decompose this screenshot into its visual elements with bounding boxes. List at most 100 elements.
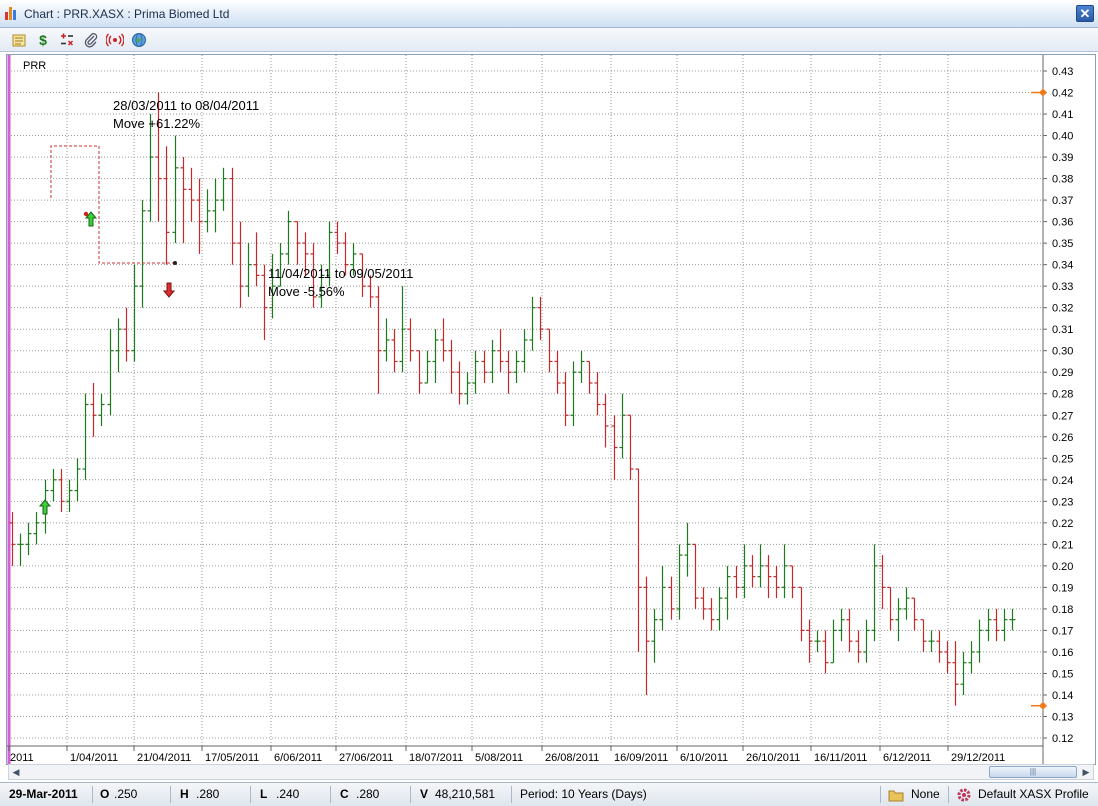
ohlc-bar[interactable] (17, 533, 24, 566)
ohlc-bar[interactable] (407, 318, 414, 362)
broadcast-icon[interactable] (106, 31, 124, 49)
ohlc-bar[interactable] (570, 361, 577, 427)
ohlc-bar[interactable] (830, 619, 837, 664)
ohlc-bar[interactable] (220, 167, 227, 211)
ohlc-bar[interactable] (310, 243, 317, 308)
ohlc-bar[interactable] (627, 414, 634, 480)
none-label[interactable]: None (911, 787, 940, 801)
ohlc-bar[interactable] (302, 232, 309, 276)
ohlc-bar[interactable] (294, 221, 301, 265)
ohlc-bar[interactable] (229, 167, 236, 265)
ohlc-bar[interactable] (204, 189, 211, 233)
ohlc-bar[interactable] (692, 543, 699, 609)
ohlc-bar[interactable] (123, 307, 130, 362)
ohlc-bar[interactable] (74, 458, 81, 502)
ohlc-bar[interactable] (472, 350, 479, 394)
ohlc-bar[interactable] (424, 350, 431, 384)
ohlc-bar[interactable] (269, 253, 276, 319)
ohlc-bar[interactable] (578, 350, 585, 383)
ohlc-bar[interactable] (505, 350, 512, 394)
ohlc-bar[interactable] (25, 522, 32, 556)
ohlc-bar[interactable] (814, 630, 821, 652)
ohlc-bar[interactable] (513, 350, 520, 383)
ohlc-bar[interactable] (440, 318, 447, 362)
ohlc-bar[interactable] (82, 393, 89, 480)
ohlc-bar[interactable] (846, 608, 853, 652)
ohlc-bar[interactable] (58, 469, 65, 513)
ohlc-bar[interactable] (773, 565, 780, 599)
ohlc-bar[interactable] (359, 253, 366, 297)
calculator-icon[interactable] (58, 31, 76, 49)
ohlc-bar[interactable] (952, 641, 959, 706)
ohlc-bar[interactable] (285, 210, 292, 265)
ohlc-bar[interactable] (350, 243, 357, 276)
ohlc-bar[interactable] (497, 329, 504, 373)
ohlc-bar[interactable] (342, 232, 349, 276)
ohlc-bar[interactable] (448, 339, 455, 394)
ohlc-bar[interactable] (871, 544, 878, 642)
ohlc-bar[interactable] (619, 393, 626, 459)
ohlc-bar[interactable] (188, 167, 195, 222)
ohlc-bar[interactable] (147, 114, 154, 222)
profile-gear-icon[interactable] (956, 783, 972, 806)
ohlc-bar[interactable] (789, 565, 796, 599)
ohlc-bar[interactable] (985, 608, 992, 642)
ohlc-bar[interactable] (9, 512, 16, 566)
ohlc-bar[interactable] (237, 221, 244, 308)
ohlc-bar[interactable] (139, 200, 146, 308)
ohlc-bar[interactable] (928, 630, 935, 652)
ohlc-bar[interactable] (481, 350, 488, 383)
ohlc-bar[interactable] (716, 587, 723, 631)
paperclip-icon[interactable] (82, 31, 100, 49)
ohlc-bar[interactable] (277, 243, 284, 287)
ohlc-bar[interactable] (733, 565, 740, 599)
ohlc-bar[interactable] (920, 619, 927, 652)
dollar-icon[interactable]: $ (39, 32, 47, 48)
ohlc-bar[interactable] (546, 328, 553, 373)
ohlc-bar[interactable] (318, 264, 325, 308)
ohlc-bar[interactable] (594, 372, 601, 416)
ohlc-bar[interactable] (155, 92, 162, 222)
ohlc-bar[interactable] (757, 544, 764, 588)
ohlc-bar[interactable] (993, 608, 1000, 642)
ohlc-bar[interactable] (107, 329, 114, 416)
ohlc-bar[interactable] (806, 619, 813, 663)
ohlc-bar[interactable] (911, 597, 918, 631)
ohlc-bar[interactable] (879, 555, 886, 609)
ohlc-bar[interactable] (749, 555, 756, 588)
ohlc-bar[interactable] (855, 630, 862, 663)
ohlc-bar[interactable] (635, 468, 642, 652)
ohlc-bar[interactable] (212, 178, 219, 233)
ohlc-bar[interactable] (976, 619, 983, 663)
ohlc-bar[interactable] (741, 544, 748, 599)
ohlc-bar[interactable] (253, 232, 260, 287)
ohlc-bar[interactable] (115, 318, 122, 373)
ohlc-bar[interactable] (586, 360, 593, 394)
ohlc-bar[interactable] (798, 586, 805, 642)
ohlc-bar[interactable] (172, 135, 179, 244)
ohlc-bar[interactable] (383, 318, 390, 362)
ohlc-bar[interactable] (367, 275, 374, 308)
ohlc-bar[interactable] (180, 157, 187, 244)
folder-icon[interactable] (888, 783, 904, 806)
ohlc-bar[interactable] (708, 598, 715, 631)
ohlc-bar[interactable] (659, 565, 666, 631)
ohlc-bar[interactable] (391, 329, 398, 373)
ohlc-bar[interactable] (464, 372, 471, 405)
ohlc-bar[interactable] (838, 608, 845, 642)
ohlc-bar[interactable] (375, 286, 382, 394)
ohlc-bar[interactable] (245, 243, 252, 297)
ohlc-bar[interactable] (968, 641, 975, 674)
ohlc-bar[interactable] (960, 651, 967, 695)
ohlc-bar[interactable] (90, 382, 97, 437)
ohlc-bar[interactable] (554, 350, 561, 394)
ohlc-bar[interactable] (33, 512, 40, 545)
close-button[interactable]: ✕ (1076, 5, 1094, 22)
ohlc-bar[interactable] (326, 221, 333, 287)
ohlc-bar[interactable] (903, 587, 910, 620)
ohlc-bar[interactable] (668, 576, 675, 620)
ohlc-bar[interactable] (562, 372, 569, 427)
ohlc-bar[interactable] (66, 479, 73, 513)
ohlc-bar[interactable] (944, 641, 951, 674)
scroll-right-button[interactable]: ▶ (1082, 767, 1090, 777)
